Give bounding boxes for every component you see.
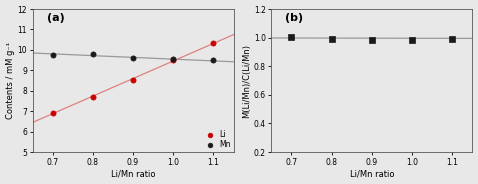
Text: (b): (b) bbox=[285, 13, 304, 23]
Point bbox=[448, 37, 456, 40]
Li bbox=[49, 112, 56, 115]
Point bbox=[368, 38, 376, 41]
Mn bbox=[129, 56, 137, 59]
Mn bbox=[49, 54, 56, 56]
X-axis label: Li/Mn ratio: Li/Mn ratio bbox=[350, 169, 394, 178]
Point bbox=[408, 39, 416, 42]
Point bbox=[288, 36, 295, 39]
Li bbox=[210, 41, 217, 44]
Li bbox=[169, 59, 177, 62]
Mn bbox=[210, 59, 217, 62]
Y-axis label: Contents / mM g⁻¹: Contents / mM g⁻¹ bbox=[6, 42, 14, 119]
Li bbox=[89, 95, 97, 98]
Text: (a): (a) bbox=[46, 13, 65, 23]
Li bbox=[129, 78, 137, 81]
Mn bbox=[89, 53, 97, 56]
Mn bbox=[169, 58, 177, 61]
Y-axis label: M(Li/Mn)/C(Li/Mn): M(Li/Mn)/C(Li/Mn) bbox=[242, 44, 251, 118]
Point bbox=[328, 38, 336, 41]
Legend: Li, Mn: Li, Mn bbox=[201, 129, 231, 150]
X-axis label: Li/Mn ratio: Li/Mn ratio bbox=[111, 169, 155, 178]
